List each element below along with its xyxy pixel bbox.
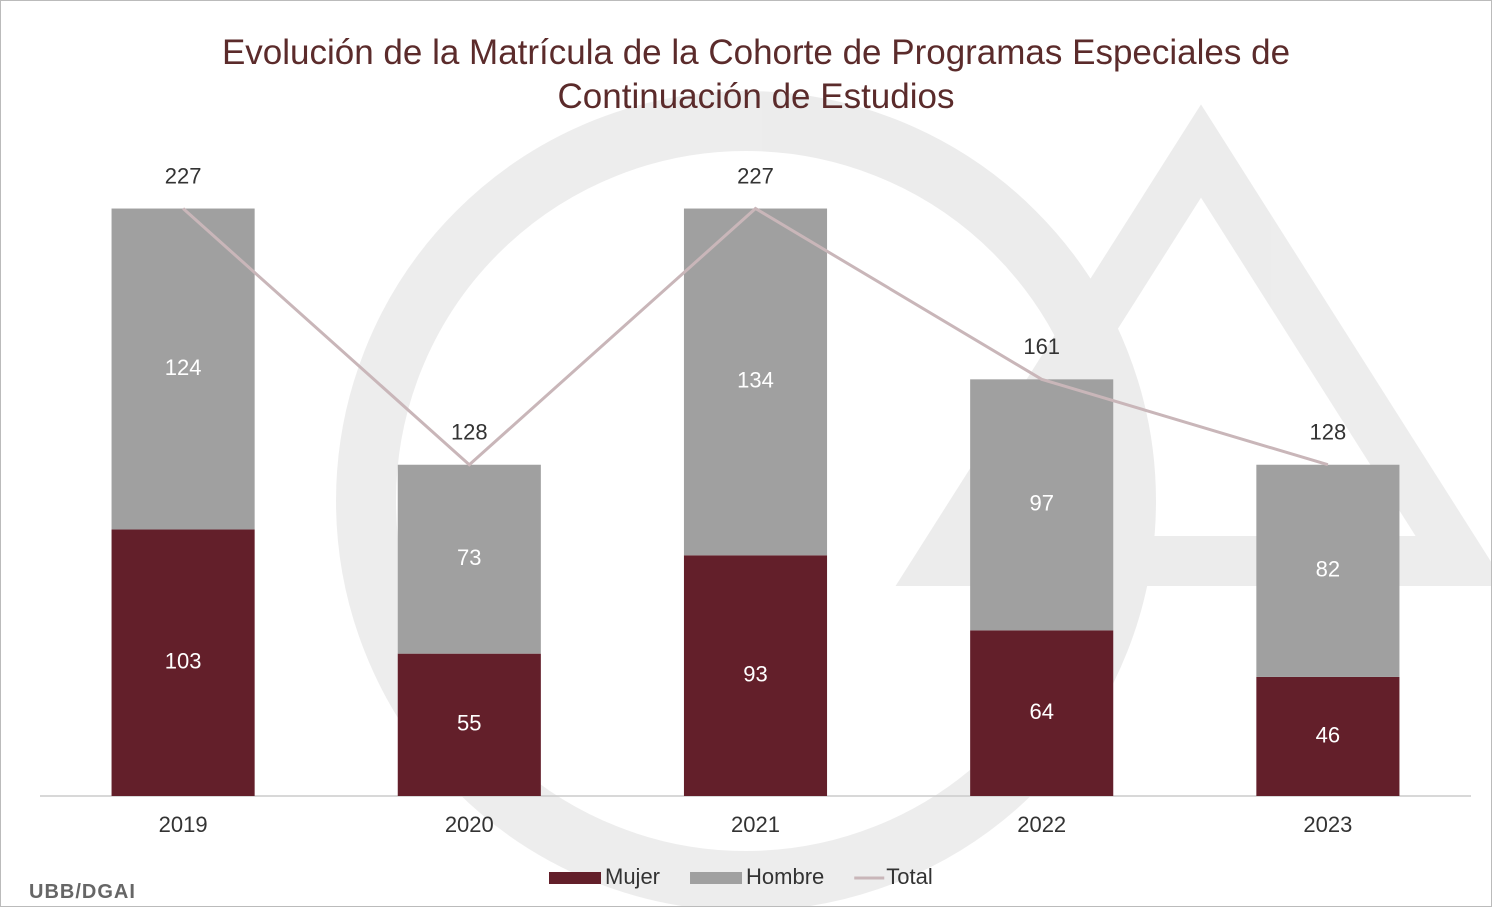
data-label: 134 (737, 368, 774, 393)
data-label: 64 (1029, 699, 1053, 724)
data-label: 128 (1310, 420, 1347, 445)
data-label: 97 (1029, 491, 1053, 516)
data-label: 73 (457, 545, 481, 570)
data-label: 128 (451, 420, 488, 445)
data-label: 82 (1316, 557, 1340, 582)
data-label: 55 (457, 711, 481, 736)
x-tick-label: 2022 (1017, 812, 1066, 837)
data-label: 103 (165, 649, 202, 674)
x-tick-label: 2021 (731, 812, 780, 837)
data-label: 227 (737, 163, 774, 188)
x-tick-label: 2019 (159, 812, 208, 837)
legend-swatch (690, 872, 742, 884)
data-label: 124 (165, 355, 202, 380)
legend-label: Total (886, 864, 932, 889)
legend-label: Mujer (605, 864, 660, 889)
chart-title: Evolución de la Matrícula de la Cohorte … (131, 31, 1381, 119)
legend-label: Hombre (746, 864, 824, 889)
legend-swatch (549, 872, 601, 884)
x-tick-label: 2020 (445, 812, 494, 837)
data-label: 161 (1023, 334, 1060, 359)
data-label: 46 (1316, 722, 1340, 747)
x-tick-label: 2023 (1303, 812, 1352, 837)
chart-page: 2019 2020 2021 2022 2023 103 124 55 73 93 134 64 97 4… (0, 0, 1492, 907)
data-label: 227 (165, 163, 202, 188)
chart: 2019 2020 2021 2022 2023 103 124 55 73 93 134 64 97 4… (1, 1, 1491, 906)
source: UBB/DGAI (29, 881, 136, 904)
data-label: 93 (743, 661, 767, 686)
